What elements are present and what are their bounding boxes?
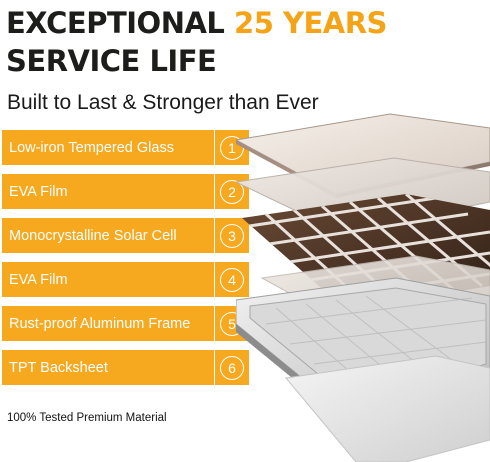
layer-label: TPT Backsheet bbox=[9, 359, 108, 376]
layer-label: Rust-proof Aluminum Frame bbox=[9, 315, 191, 332]
layer-badge: 6 bbox=[215, 350, 249, 385]
layer-tpt-backsheet bbox=[285, 355, 490, 462]
solar-panel-exploded-illustration bbox=[236, 113, 490, 462]
layer-item-6: TPT Backsheet 6 bbox=[2, 350, 252, 385]
headline-line-1: EXCEPTIONAL 25 YEARS bbox=[6, 4, 387, 42]
layer-number-badge: 6 bbox=[220, 355, 244, 380]
headline-service-life: SERVICE LIFE bbox=[6, 44, 217, 78]
layer-label: Monocrystalline Solar Cell bbox=[9, 227, 177, 244]
layer-bar: Low-iron Tempered Glass bbox=[2, 130, 214, 165]
layer-bar: TPT Backsheet bbox=[2, 350, 214, 385]
layer-bar: EVA Film bbox=[2, 262, 214, 297]
headline: EXCEPTIONAL 25 YEARS SERVICE LIFE bbox=[6, 4, 387, 78]
layer-label: EVA Film bbox=[9, 271, 68, 288]
layer-number-badge: 3 bbox=[220, 223, 244, 248]
layer-bar: EVA Film bbox=[2, 174, 214, 209]
layer-badge: 4 bbox=[215, 262, 249, 297]
layer-item-1: Low-iron Tempered Glass 1 bbox=[2, 130, 252, 165]
layer-label: Low-iron Tempered Glass bbox=[9, 139, 174, 156]
layer-badge: 2 bbox=[215, 174, 249, 209]
layer-badge: 3 bbox=[215, 218, 249, 253]
layer-label: EVA Film bbox=[9, 183, 68, 200]
layer-number-badge: 4 bbox=[220, 267, 244, 292]
layer-item-5: Rust-proof Aluminum Frame 5 bbox=[2, 306, 252, 341]
headline-25-years: 25 YEARS bbox=[234, 6, 387, 40]
layer-number-badge: 2 bbox=[220, 179, 244, 204]
headline-exceptional: EXCEPTIONAL bbox=[6, 6, 225, 40]
layer-bar: Rust-proof Aluminum Frame bbox=[2, 306, 214, 341]
layer-item-2: EVA Film 2 bbox=[2, 174, 252, 209]
layer-bar: Monocrystalline Solar Cell bbox=[2, 218, 214, 253]
footnote: 100% Tested Premium Material bbox=[7, 412, 167, 424]
layer-item-4: EVA Film 4 bbox=[2, 262, 252, 297]
layer-item-3: Monocrystalline Solar Cell 3 bbox=[2, 218, 252, 253]
subtitle: Built to Last & Stronger than Ever bbox=[7, 91, 319, 114]
